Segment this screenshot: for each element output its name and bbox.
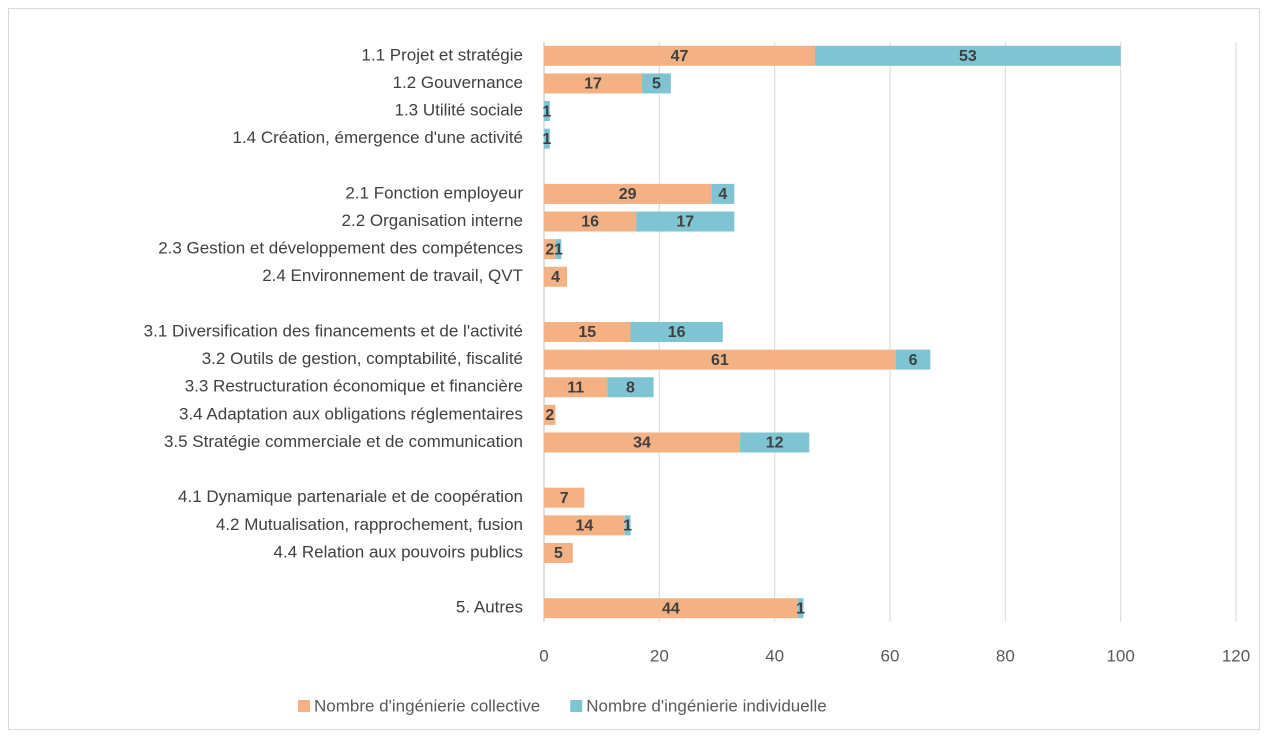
- data-label: 47: [671, 48, 689, 65]
- data-label: 44: [662, 600, 680, 617]
- y-tick-label: 1.2 Gouvernance: [393, 73, 523, 92]
- y-tick-label: 1.3 Utilité sociale: [394, 101, 523, 120]
- data-label: 7: [560, 490, 569, 507]
- data-label: 8: [626, 379, 635, 396]
- legend-label: Nombre d'ingénierie collective: [314, 696, 540, 715]
- data-label: 14: [575, 518, 593, 535]
- legend-swatch: [570, 700, 583, 712]
- bar: [544, 239, 556, 260]
- bar: [544, 542, 573, 563]
- bar: [642, 73, 671, 94]
- data-label: 4: [718, 186, 727, 203]
- data-label: 16: [668, 324, 686, 341]
- bar: [636, 211, 735, 232]
- bar: [544, 377, 608, 398]
- legend-label: Nombre d'ingénierie individuelle: [586, 696, 826, 715]
- bar: [630, 322, 723, 342]
- y-tick-label: 2.4 Environnement de travail, QVT: [262, 266, 523, 285]
- data-label: 5: [554, 545, 563, 562]
- y-tick-label: 3.1 Diversification des financements et …: [144, 321, 523, 340]
- data-label: 11: [567, 379, 584, 396]
- x-tick-label: 40: [765, 646, 784, 665]
- data-label: 16: [581, 214, 599, 231]
- x-tick-label: 0: [539, 646, 548, 665]
- data-label: 1: [542, 103, 551, 120]
- y-tick-label: 2.2 Organisation interne: [342, 211, 523, 230]
- bar: [740, 432, 810, 453]
- data-label: 53: [959, 48, 977, 65]
- y-tick-label: 2.3 Gestion et développement des compéte…: [158, 239, 523, 258]
- y-tick-label: 3.2 Outils de gestion, comptabilité, fis…: [202, 349, 523, 368]
- x-tick-label: 120: [1222, 646, 1250, 665]
- y-tick-label: 3.5 Stratégie commerciale et de communic…: [164, 432, 523, 451]
- bar: [544, 487, 585, 508]
- data-label: 34: [633, 435, 651, 452]
- x-tick-label: 60: [881, 646, 900, 665]
- bar: [711, 183, 735, 204]
- y-tick-label: 4.1 Dynamique partenariale et de coopéra…: [178, 487, 523, 506]
- bar: [607, 377, 654, 398]
- x-tick-label: 100: [1106, 646, 1134, 665]
- data-label: 6: [909, 352, 918, 369]
- data-label: 2: [545, 241, 554, 258]
- bar: [544, 598, 798, 619]
- bar: [544, 45, 816, 66]
- bar: [544, 211, 637, 232]
- data-label: 1: [554, 241, 563, 258]
- y-tick-label: 3.4 Adaptation aux obligations réglement…: [179, 404, 523, 423]
- bar: [544, 266, 568, 287]
- data-label: 61: [711, 352, 729, 369]
- y-tick-label: 4.2 Mutualisation, rapprochement, fusion: [216, 515, 523, 534]
- bar: [544, 404, 556, 425]
- y-tick-label: 5. Autres: [456, 598, 523, 617]
- bar: [544, 183, 712, 204]
- bar: [544, 322, 631, 342]
- bar: [797, 598, 804, 619]
- bar: [624, 515, 631, 536]
- data-label: 17: [676, 214, 694, 231]
- y-tick-label: 1.4 Création, émergence d'une activité: [232, 128, 523, 147]
- bar: [815, 45, 1121, 66]
- bar: [544, 349, 896, 370]
- x-tick-label: 20: [650, 646, 669, 665]
- data-label: 29: [619, 186, 637, 203]
- y-tick-label: 1.1 Projet et stratégie: [361, 45, 523, 64]
- bar: [544, 515, 625, 536]
- data-label: 4: [551, 269, 560, 286]
- bar: [544, 128, 550, 149]
- data-label: 12: [766, 435, 784, 452]
- bar: [895, 349, 931, 370]
- data-label: 15: [578, 324, 596, 341]
- data-label: 1: [542, 131, 551, 148]
- data-label: 5: [652, 76, 661, 93]
- y-tick-label: 2.1 Fonction employeur: [345, 183, 523, 202]
- data-label: 1: [796, 600, 805, 617]
- data-label: 17: [584, 76, 602, 93]
- data-label: 1: [623, 518, 632, 535]
- data-label: 2: [545, 407, 554, 424]
- y-tick-label: 3.3 Restructuration économique et financ…: [185, 377, 523, 396]
- bar: [544, 73, 643, 94]
- y-tick-label: 4.4 Relation aux pouvoirs publics: [274, 542, 523, 561]
- legend-swatch: [298, 700, 310, 712]
- x-tick-label: 80: [996, 646, 1015, 665]
- bar: [544, 432, 741, 453]
- bar: [544, 101, 550, 122]
- bar: [555, 239, 562, 260]
